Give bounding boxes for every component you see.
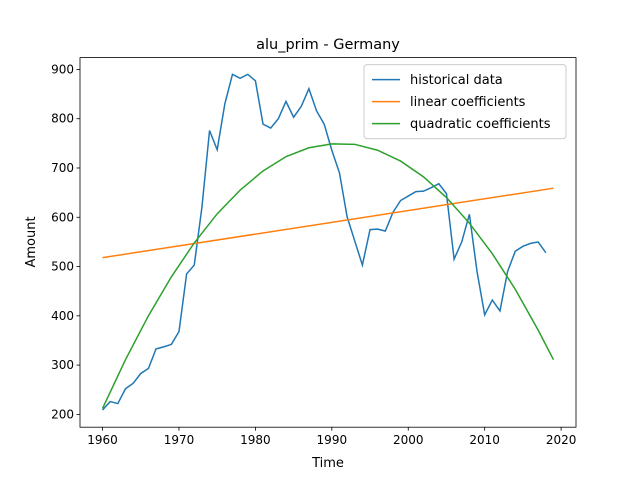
x-tick-label: 2010 [469, 433, 500, 447]
x-tick-label: 2000 [393, 433, 424, 447]
y-tick-label: 800 [51, 112, 74, 126]
chart-title: alu_prim - Germany [256, 37, 400, 53]
legend-label: linear coefficients [410, 95, 526, 110]
line-series [102, 187, 554, 259]
plot-frame [79, 57, 577, 428]
y-tick-label: 700 [51, 161, 74, 175]
legend-box [363, 64, 567, 140]
x-axis-label: Time [311, 456, 344, 471]
y-tick-label: 500 [51, 260, 74, 274]
line-series [101, 143, 555, 409]
x-tick-label: 1990 [317, 433, 348, 447]
x-tick-label: 1980 [240, 433, 271, 447]
y-axis-label: Amount [24, 216, 39, 267]
legend-label: quadratic coefficients [410, 117, 551, 132]
x-tick-label: 2020 [546, 433, 577, 447]
x-tick-label: 1970 [164, 433, 195, 447]
y-tick-label: 300 [51, 358, 74, 372]
legend-label: historical data [410, 73, 503, 88]
line-series [101, 73, 547, 411]
x-tick-label: 1960 [87, 433, 118, 447]
y-tick-label: 900 [51, 62, 74, 76]
y-tick-label: 400 [51, 309, 74, 323]
y-tick-label: 600 [51, 210, 74, 224]
y-tick-label: 200 [51, 407, 74, 421]
